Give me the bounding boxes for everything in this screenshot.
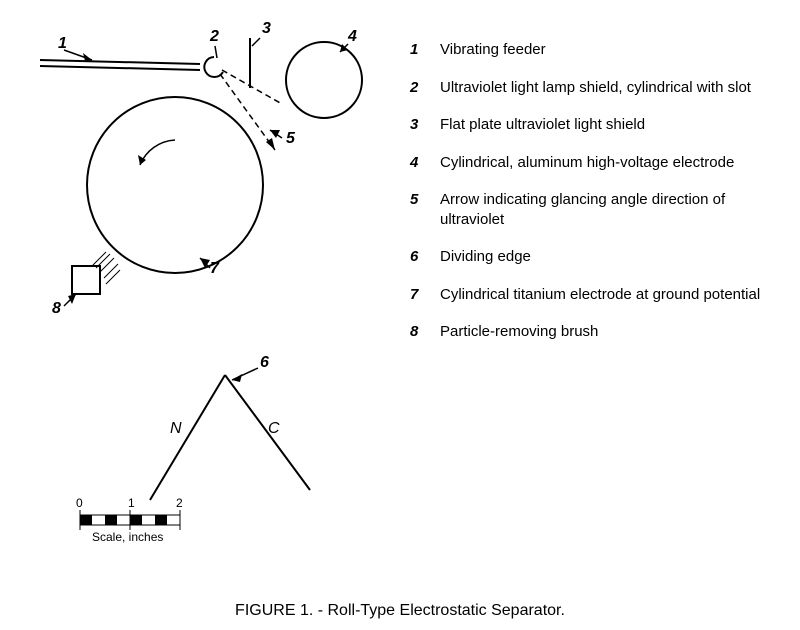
- legend-list: 1 Vibrating feeder 2 Ultraviolet light l…: [410, 40, 780, 360]
- legend-text: Flat plate ultraviolet light shield: [440, 115, 780, 135]
- legend-item: 5 Arrow indicating glancing angle direct…: [410, 190, 780, 229]
- legend-item: 6 Dividing edge: [410, 247, 780, 267]
- legend-item: 1 Vibrating feeder: [410, 40, 780, 60]
- legend-text: Ultraviolet light lamp shield, cylindric…: [440, 78, 780, 98]
- electrode-4: [286, 42, 362, 118]
- callout-2: 2: [210, 28, 219, 46]
- legend-item: 4 Cylindrical, aluminum high-voltage ele…: [410, 153, 780, 173]
- legend-item: 3 Flat plate ultraviolet light shield: [410, 115, 780, 135]
- brush-box: [72, 266, 100, 294]
- legend-num: 3: [410, 115, 440, 135]
- arrow-3: [252, 38, 260, 46]
- legend-text: Arrow indicating glancing angle directio…: [440, 190, 780, 229]
- legend-text: Dividing edge: [440, 247, 780, 267]
- divider-label-c: C: [268, 420, 280, 438]
- legend-item: 8 Particle-removing brush: [410, 322, 780, 342]
- legend-num: 1: [410, 40, 440, 60]
- legend-num: 5: [410, 190, 440, 229]
- legend-text: Vibrating feeder: [440, 40, 780, 60]
- bristle: [92, 252, 106, 266]
- callout-5: 5: [286, 130, 295, 148]
- electrode-7: [87, 97, 263, 273]
- legend-item: 7 Cylindrical titanium electrode at grou…: [410, 285, 780, 305]
- legend-num: 8: [410, 322, 440, 342]
- callout-1: 1: [58, 35, 67, 53]
- legend-num: 6: [410, 247, 440, 267]
- legend-item: 2 Ultraviolet light lamp shield, cylindr…: [410, 78, 780, 98]
- scale-label: Scale, inches: [92, 530, 163, 544]
- arrow-8-head: [68, 294, 76, 304]
- legend-text: Cylindrical titanium electrode at ground…: [440, 285, 780, 305]
- scale-tick-1: 1: [128, 496, 135, 510]
- legend-num: 7: [410, 285, 440, 305]
- callout-8: 8: [52, 300, 61, 318]
- bristle: [106, 270, 120, 284]
- bristle: [96, 254, 110, 268]
- callout-4: 4: [348, 28, 357, 46]
- legend-text: Cylindrical, aluminum high-voltage elect…: [440, 153, 780, 173]
- diagram-area: 1 2 3 4 5 6 7 8 N C 0 1 2 Scale, inches: [10, 10, 390, 570]
- figure-container: 1 2 3 4 5 6 7 8 N C 0 1 2 Scale, inches …: [10, 10, 790, 620]
- arrow-6-head: [232, 374, 242, 382]
- divider-label-n: N: [170, 420, 182, 438]
- diagram-svg: [10, 10, 390, 570]
- arrow-1-head: [83, 53, 92, 61]
- arrow-2: [215, 46, 217, 58]
- callout-3: 3: [262, 20, 271, 38]
- scale-tick-0: 0: [76, 496, 83, 510]
- scale-tick-2: 2: [176, 496, 183, 510]
- divider-left: [150, 375, 225, 500]
- uv-arrow: [220, 74, 275, 150]
- feeder-line-bottom: [40, 66, 200, 70]
- legend-text: Particle-removing brush: [440, 322, 780, 342]
- callout-7: 7: [210, 260, 219, 278]
- rotation-arrow: [140, 140, 175, 165]
- scale-bar: [80, 510, 180, 530]
- callout-6: 6: [260, 354, 269, 372]
- figure-caption: FIGURE 1. - Roll-Type Electrostatic Sepa…: [10, 602, 790, 620]
- feeder-line: [40, 60, 200, 64]
- legend-num: 4: [410, 153, 440, 173]
- legend-num: 2: [410, 78, 440, 98]
- uv-arrow2: [222, 70, 282, 104]
- arrow-5-head: [270, 130, 280, 138]
